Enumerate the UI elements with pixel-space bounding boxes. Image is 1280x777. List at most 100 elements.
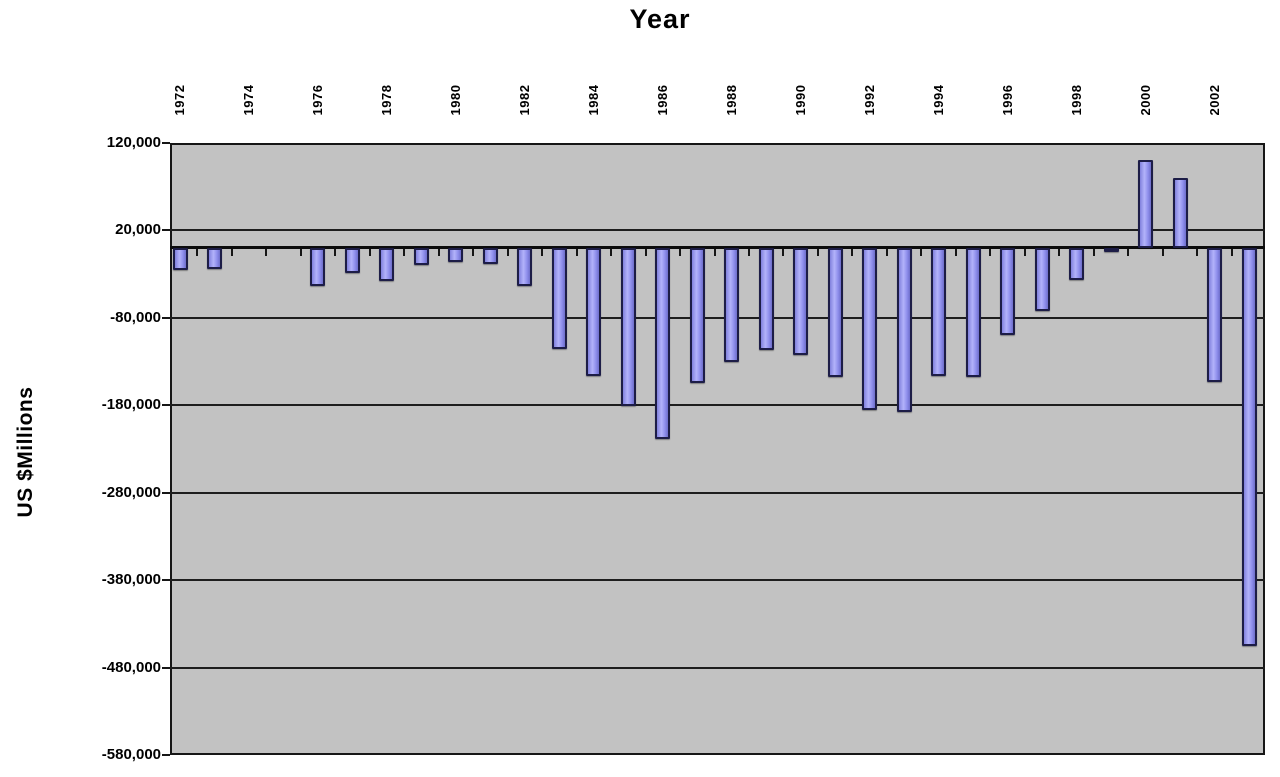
x-tick-label: 1998 (1068, 84, 1084, 116)
x-tick-label: 2002 (1206, 84, 1222, 116)
category-tick (610, 249, 613, 257)
bar-1996 (1000, 247, 1016, 336)
category-tick (1161, 249, 1164, 257)
x-tick-label: 2000 (1137, 84, 1153, 116)
bar-2003 (1241, 247, 1257, 646)
category-tick (1058, 249, 1061, 257)
y-tick-label: 120,000 (106, 134, 161, 151)
bar-1991 (827, 247, 843, 378)
category-tick (299, 249, 302, 257)
y-tick-label: -280,000 (101, 483, 161, 501)
bar-2002 (1207, 247, 1223, 382)
value-axis-tick (162, 754, 170, 756)
gridline (170, 229, 1265, 232)
bar-1997 (1034, 247, 1050, 311)
x-tick-label: 1988 (723, 84, 739, 116)
bar-1982 (517, 247, 533, 286)
category-tick (713, 249, 716, 257)
x-tick-label: 1978 (378, 84, 394, 116)
x-tick-label: 1974 (240, 84, 256, 116)
bar-1983 (551, 247, 567, 350)
category-tick (954, 249, 957, 257)
category-tick (368, 249, 371, 257)
category-tick (575, 249, 578, 257)
value-axis-tick (162, 491, 170, 494)
gridline (170, 316, 1265, 319)
value-axis-tick (162, 404, 170, 407)
y-tick-label: -180,000 (101, 396, 161, 414)
bar-1986 (655, 247, 671, 439)
bar-2000 (1138, 160, 1154, 248)
x-tick-label: 1994 (930, 84, 946, 116)
category-tick (679, 249, 682, 257)
bar-1977 (344, 247, 360, 274)
bar-1973 (206, 247, 222, 269)
x-tick-label: 1972 (172, 84, 187, 116)
zero-axis-line (170, 246, 1265, 250)
category-tick (644, 249, 647, 257)
value-axis-tick (162, 579, 170, 582)
y-tick-label: -480,000 (101, 658, 161, 676)
category-tick (1196, 249, 1199, 257)
x-tick-label: 1982 (516, 84, 532, 116)
gridline (170, 666, 1265, 669)
x-tick-label: 1976 (309, 84, 325, 116)
bar-1994 (931, 247, 947, 376)
value-axis-tick (162, 666, 170, 669)
bar-1980 (448, 247, 464, 262)
category-tick (1092, 249, 1095, 257)
category-tick (747, 249, 750, 257)
category-tick (230, 249, 233, 257)
y-tick-label: -80,000 (110, 308, 161, 326)
category-tick (437, 249, 440, 257)
category-tick (920, 249, 923, 257)
category-tick (334, 249, 337, 257)
bar-2001 (1172, 177, 1188, 248)
x-tick-label: 1990 (792, 84, 808, 116)
bar-1995 (965, 247, 981, 378)
category-tick (989, 249, 992, 257)
category-tick (816, 249, 819, 257)
x-tick-label: 1984 (585, 84, 601, 116)
value-axis-tick (162, 142, 170, 144)
bar-1985 (620, 247, 636, 407)
bar-1998 (1069, 247, 1085, 281)
category-tick (1230, 249, 1233, 257)
category-tick (196, 249, 199, 257)
y-tick-label: -580,000 (101, 746, 161, 763)
chart-title: Year (629, 4, 691, 34)
bar-1984 (586, 247, 602, 377)
bar-1972 (172, 247, 188, 270)
y-tick-label: -380,000 (101, 571, 161, 589)
bar-1979 (413, 247, 429, 266)
category-tick (506, 249, 509, 257)
value-axis-tick (162, 316, 170, 319)
x-tick-label: 1980 (447, 84, 463, 116)
bar-1988 (724, 247, 740, 362)
bar-1976 (310, 247, 326, 286)
x-tick-label: 1986 (654, 84, 670, 116)
category-tick (541, 249, 544, 257)
bar-1987 (689, 247, 705, 384)
category-tick (472, 249, 475, 257)
bar-1993 (896, 247, 912, 413)
category-tick (851, 249, 854, 257)
gridline (170, 404, 1265, 407)
category-tick (1127, 249, 1130, 257)
category-tick (782, 249, 785, 257)
bar-1981 (482, 247, 498, 264)
category-tick (1023, 249, 1026, 257)
category-tick (265, 249, 268, 257)
bar-1992 (862, 247, 878, 410)
gridline (170, 579, 1265, 582)
bar-1990 (793, 247, 809, 355)
value-axis-tick (162, 229, 170, 232)
bar-1989 (758, 247, 774, 351)
category-tick (885, 249, 888, 257)
x-tick-label: 1996 (999, 84, 1015, 116)
bar-1999 (1103, 247, 1119, 252)
plot-area (170, 143, 1265, 755)
bar-1978 (379, 247, 395, 282)
category-tick (403, 249, 406, 257)
